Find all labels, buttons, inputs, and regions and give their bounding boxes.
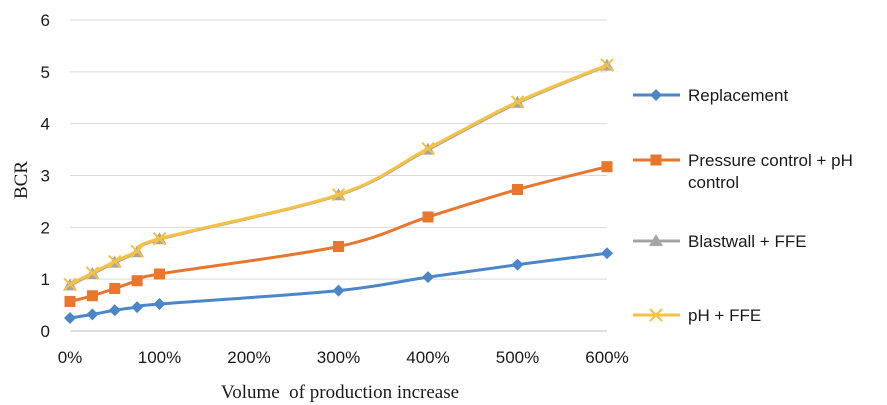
x-tick-label: 0% (58, 348, 83, 367)
data-point (152, 232, 167, 246)
data-point (85, 266, 100, 280)
data-point (512, 183, 523, 195)
legend-item: Replacement (633, 86, 788, 105)
data-point (63, 277, 77, 292)
x-axis-title: Volume of production increase (221, 382, 459, 403)
data-point (601, 247, 613, 260)
data-point (650, 89, 662, 101)
y-axis: 0 1 2 3 4 5 6 (41, 11, 50, 341)
series-2 (64, 161, 613, 307)
data-point (64, 295, 76, 307)
data-point (130, 244, 144, 258)
plot-area (63, 58, 614, 325)
legend-label: Replacement (688, 86, 788, 105)
series-1 (64, 247, 613, 325)
data-point (153, 298, 166, 311)
legend: Replacement Pressure control + pH control B… (633, 86, 853, 325)
data-point (86, 308, 99, 321)
y-tick-label: 4 (41, 115, 50, 134)
data-point (109, 282, 121, 294)
series-4 (63, 58, 614, 292)
x-tick-label: 500% (496, 348, 539, 367)
y-tick-label: 2 (41, 218, 50, 237)
x-tick-label: 100% (138, 348, 181, 367)
data-point (131, 301, 144, 314)
data-point (511, 258, 524, 271)
series-line (69, 251, 608, 320)
data-point (650, 154, 662, 166)
legend-item: Blastwall + FFE (633, 232, 807, 251)
y-tick-label: 6 (41, 11, 50, 30)
series-3 (63, 58, 614, 291)
data-point (510, 95, 525, 109)
y-tick-label: 0 (41, 322, 50, 341)
data-point (333, 241, 344, 253)
x-tick-label: 400% (406, 348, 449, 367)
series-line (69, 63, 608, 286)
series-line (69, 165, 608, 303)
data-point (108, 254, 122, 269)
data-point (649, 234, 663, 246)
data-point (131, 275, 143, 287)
data-point (422, 211, 434, 223)
legend-item: pH + FFE (633, 306, 761, 325)
y-tick-label: 1 (41, 270, 50, 289)
y-axis-title: BCR (11, 161, 32, 199)
data-point (64, 312, 76, 325)
x-tick-label: 600% (585, 348, 628, 367)
data-point (86, 290, 98, 302)
data-point (108, 304, 121, 317)
legend-item: Pressure control + pH control (633, 151, 853, 192)
x-axis: 0% 100% 200% 300% 400% 500% 600% (58, 330, 629, 367)
legend-label: Pressure control + pH control (688, 151, 853, 192)
data-point (332, 284, 345, 297)
x-tick-label: 300% (317, 348, 360, 367)
data-point (649, 308, 663, 322)
data-point (154, 268, 165, 280)
data-point (421, 141, 435, 156)
data-point (331, 187, 346, 202)
y-tick-label: 5 (41, 63, 50, 82)
grid (70, 19, 607, 332)
data-point (600, 58, 614, 72)
y-tick-label: 3 (41, 167, 50, 186)
legend-label: Blastwall + FFE (688, 232, 807, 251)
data-point (422, 271, 434, 284)
legend-label: pH + FFE (688, 306, 761, 325)
data-point (601, 161, 613, 173)
x-tick-label: 200% (227, 348, 270, 367)
